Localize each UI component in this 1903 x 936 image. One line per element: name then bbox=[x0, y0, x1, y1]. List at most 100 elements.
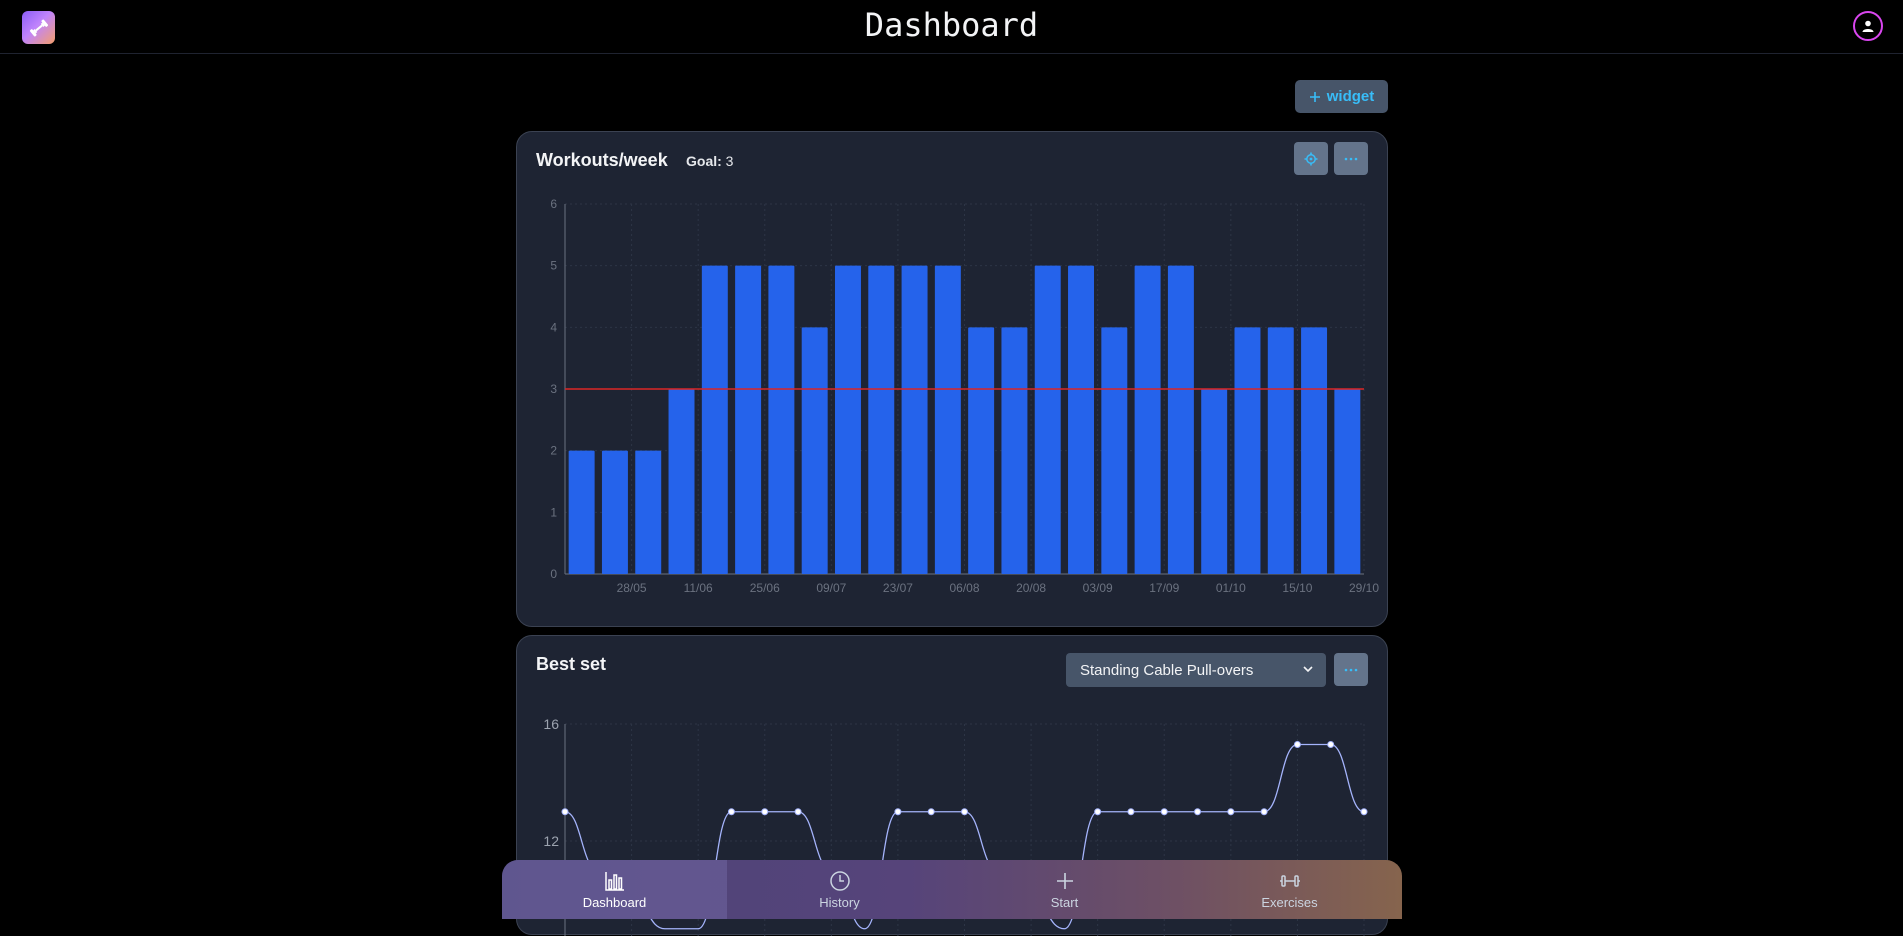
x-tick-label: 29/10 bbox=[1349, 581, 1379, 595]
y-tick-label: 2 bbox=[550, 444, 557, 458]
nav-label: Start bbox=[1050, 894, 1079, 910]
data-point bbox=[1260, 808, 1268, 816]
workouts-bar-chart: 0 1 2 3 4 5 6 28/05 11/06 25/06 09/07 23/07 06/08 20/… bbox=[550, 197, 1379, 595]
widget-menu-button[interactable] bbox=[1334, 653, 1368, 686]
nav-item-start[interactable]: Start bbox=[952, 860, 1177, 919]
x-tick-label: 09/07 bbox=[816, 581, 846, 595]
data-point bbox=[761, 808, 769, 816]
goal-value: 3 bbox=[725, 153, 734, 169]
plus-icon bbox=[1056, 872, 1073, 889]
widget-title: Best set bbox=[536, 654, 607, 674]
bottom-nav: Dashboard History Start Exercises bbox=[502, 860, 1402, 919]
widget-settings-button[interactable] bbox=[1294, 142, 1328, 175]
bar bbox=[668, 389, 695, 574]
bar bbox=[1068, 265, 1095, 574]
y-tick-label: 0 bbox=[550, 567, 557, 581]
bar bbox=[934, 265, 961, 574]
x-tick-label: 17/09 bbox=[1149, 581, 1179, 595]
user-icon bbox=[1862, 20, 1874, 32]
exercise-select[interactable]: Standing Cable Pull-overs bbox=[1066, 653, 1326, 687]
bar bbox=[834, 265, 861, 574]
gear-icon bbox=[1304, 152, 1318, 165]
chevron-down-icon bbox=[1303, 666, 1313, 673]
x-tick-label: 06/08 bbox=[949, 581, 979, 595]
y-tick-label: 1 bbox=[550, 505, 557, 519]
bar bbox=[1334, 389, 1361, 574]
best-set-line-chart: 12 16 bbox=[543, 716, 1368, 936]
exercise-select-value: Standing Cable Pull-overs bbox=[1080, 661, 1254, 679]
top-bar: Dashboard bbox=[0, 0, 1903, 54]
nav-item-dashboard[interactable]: Dashboard bbox=[502, 860, 727, 919]
nav-label: Exercises bbox=[1261, 894, 1318, 910]
y-tick-label: 3 bbox=[550, 382, 557, 396]
bar bbox=[735, 265, 762, 574]
nav-label: Dashboard bbox=[582, 894, 647, 910]
bar bbox=[868, 265, 895, 574]
clock-icon bbox=[829, 870, 850, 891]
bar bbox=[701, 265, 728, 574]
nav-item-exercises[interactable]: Exercises bbox=[1177, 860, 1402, 919]
data-point bbox=[1293, 740, 1301, 748]
y-tick-label: 16 bbox=[543, 716, 559, 732]
x-tick-label: 20/08 bbox=[1016, 581, 1046, 595]
dumbbell-icon bbox=[29, 19, 48, 36]
x-tick-label: 03/09 bbox=[1083, 581, 1113, 595]
data-point bbox=[794, 808, 802, 816]
bar bbox=[1167, 265, 1194, 574]
bar bbox=[1201, 389, 1228, 574]
widget-menu-button[interactable] bbox=[1334, 142, 1368, 175]
bar bbox=[601, 450, 628, 574]
y-tick-label: 6 bbox=[550, 197, 557, 211]
x-tick-label: 15/10 bbox=[1282, 581, 1312, 595]
x-tick-label: 23/07 bbox=[883, 581, 913, 595]
nav-label: History bbox=[819, 894, 860, 910]
bar bbox=[1134, 265, 1161, 574]
data-point bbox=[1227, 808, 1235, 816]
x-tick-label: 11/06 bbox=[684, 581, 713, 595]
bar bbox=[1267, 327, 1294, 574]
data-point bbox=[727, 808, 735, 816]
add-widget-button[interactable]: widget bbox=[1295, 80, 1388, 113]
bar bbox=[1234, 327, 1261, 574]
profile-button[interactable] bbox=[1853, 11, 1883, 41]
bar bbox=[1001, 327, 1028, 574]
y-tick-label: 5 bbox=[550, 259, 557, 273]
x-tick-label: 25/06 bbox=[750, 581, 780, 595]
x-tick-label: 28/05 bbox=[617, 581, 647, 595]
data-point bbox=[1094, 808, 1102, 816]
bar bbox=[568, 450, 595, 574]
bar bbox=[901, 265, 928, 574]
nav-item-history[interactable]: History bbox=[727, 860, 952, 919]
bar bbox=[1034, 265, 1061, 574]
data-point bbox=[1327, 740, 1335, 748]
bar bbox=[635, 450, 662, 574]
data-point bbox=[894, 808, 902, 816]
workouts-per-week-widget: Workouts/week Goal: 3 0 1 2 3 4 5 6 28/05 11/06 2… bbox=[516, 131, 1388, 627]
bar-chart-icon bbox=[604, 871, 624, 891]
app-logo[interactable] bbox=[22, 11, 55, 44]
add-widget-label: widget bbox=[1326, 88, 1375, 105]
bar bbox=[1301, 327, 1328, 574]
bar bbox=[968, 327, 995, 574]
y-tick-label: 4 bbox=[550, 320, 557, 334]
bar bbox=[1101, 327, 1128, 574]
widget-title: Workouts/week bbox=[536, 150, 668, 170]
goal-label: Goal: bbox=[686, 153, 722, 169]
bar bbox=[801, 327, 828, 574]
data-point bbox=[1360, 808, 1368, 816]
ellipsis-icon bbox=[1344, 668, 1358, 671]
data-point bbox=[1194, 808, 1202, 816]
ellipsis-icon bbox=[1344, 157, 1358, 160]
data-point bbox=[1160, 808, 1168, 816]
data-point bbox=[561, 808, 569, 816]
dumbbell-icon bbox=[1279, 874, 1300, 887]
plus-icon bbox=[1309, 91, 1320, 102]
goal-text: Goal: 3 bbox=[686, 153, 733, 169]
page-title: Dashboard bbox=[864, 6, 1039, 44]
y-tick-label: 12 bbox=[543, 833, 559, 849]
bar bbox=[768, 265, 795, 574]
data-point bbox=[961, 808, 968, 816]
x-tick-label: 01/10 bbox=[1216, 581, 1246, 595]
data-point bbox=[1127, 808, 1135, 816]
data-point bbox=[927, 808, 935, 816]
